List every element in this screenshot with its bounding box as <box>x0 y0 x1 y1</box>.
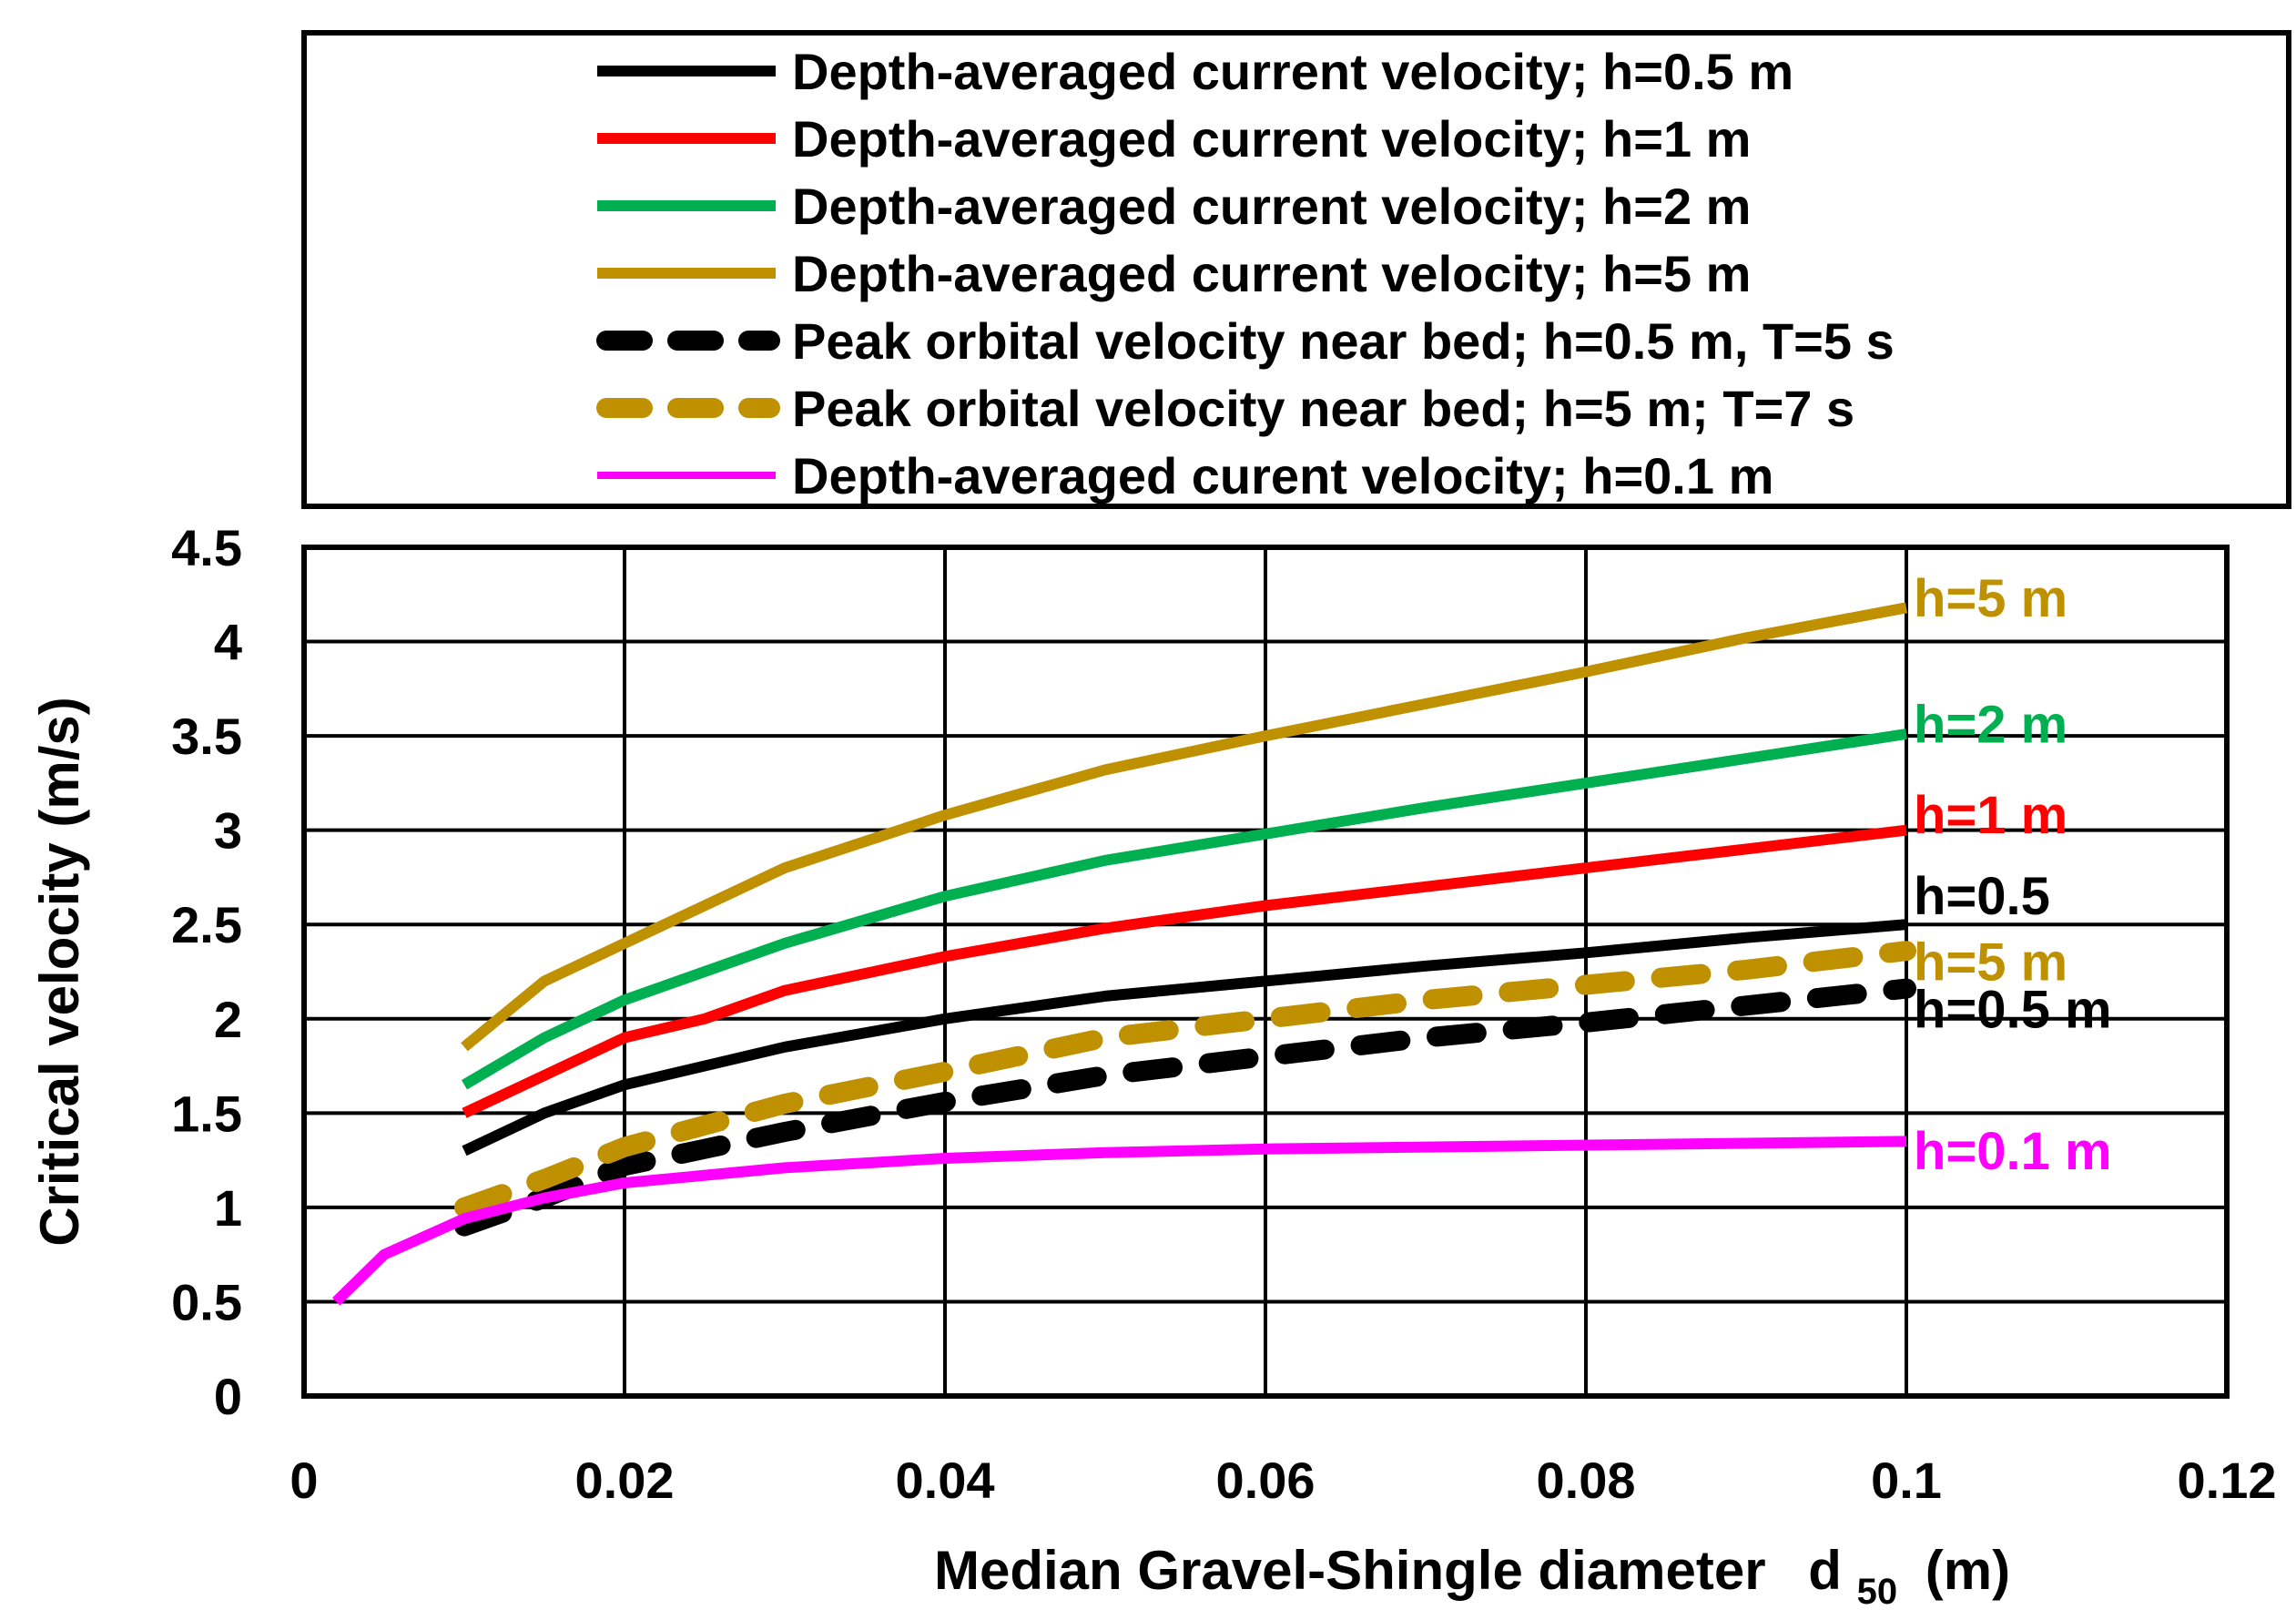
data-series <box>332 602 1916 1306</box>
end-label-4: h=5 m <box>1914 569 2067 628</box>
y-tick-label: 3.5 <box>171 708 242 765</box>
x-axis-title-unit: (m) <box>1925 1540 2010 1601</box>
y-tick-label: 2 <box>214 991 242 1048</box>
y-tick-label: 0.5 <box>171 1273 242 1330</box>
x-tick-label: 0.08 <box>1537 1452 1636 1509</box>
series-line-5 <box>454 978 1916 1237</box>
legend-label-6: Peak orbital velocity near bed; h=5 m; T… <box>792 380 1854 437</box>
series-line-3 <box>461 728 1907 1090</box>
x-tick-label: 0.1 <box>1871 1452 1942 1509</box>
x-axis-title-main: Median Gravel-Shingle diameter <box>934 1540 1766 1601</box>
legend-label-3: Depth-averaged current velocity; h=2 m <box>792 178 1751 235</box>
legend-label-7: Depth-averaged curent velocity; h=0.1 m <box>792 447 1773 504</box>
series-line-4 <box>461 602 1908 1052</box>
y-tick-label: 2.5 <box>171 896 242 953</box>
x-tick-label: 0.06 <box>1216 1452 1316 1509</box>
legend: Depth-averaged current velocity; h=0.5 m… <box>596 43 1895 504</box>
y-axis-title: Critical velocity (m/s) <box>29 697 90 1247</box>
y-axis-ticks: 0 0.5 1 1.5 2 2.5 3 3.5 4 4.5 <box>171 519 242 1425</box>
y-tick-label: 4 <box>214 614 242 671</box>
x-axis-title-subscript: 50 <box>1857 1572 1898 1612</box>
x-tick-label: 0.12 <box>2178 1452 2277 1509</box>
end-label-6: h=5 m <box>1914 933 2067 993</box>
series-end-labels: h=0.5h=1 mh=2 mh=5 mh=0.5 mh=5 mh=0.1 m <box>1914 569 2112 1181</box>
end-label-2: h=1 m <box>1914 786 2067 845</box>
legend-label-4: Depth-averaged current velocity; h=5 m <box>792 245 1751 302</box>
legend-label-1: Depth-averaged current velocity; h=0.5 m <box>792 43 1793 100</box>
x-tick-label: 0 <box>290 1452 318 1509</box>
x-axis-title: Median Gravel-Shingle diameter d 50 (m) <box>934 1540 2010 1615</box>
end-label-3: h=2 m <box>1914 696 2067 755</box>
end-label-1: h=0.5 <box>1914 867 2050 926</box>
y-tick-label: 1.5 <box>171 1085 242 1142</box>
legend-label-5: Peak orbital velocity near bed; h=0.5 m,… <box>792 312 1895 370</box>
x-axis-title-symbol: d <box>1808 1540 1842 1601</box>
y-tick-label: 3 <box>214 802 242 860</box>
y-tick-label: 4.5 <box>171 519 242 576</box>
x-tick-label: 0.04 <box>896 1452 995 1509</box>
x-tick-label: 0.02 <box>575 1452 675 1509</box>
y-tick-label: 0 <box>214 1368 242 1425</box>
series-line-2 <box>462 824 1907 1118</box>
x-axis-ticks: 0 0.02 0.04 0.06 0.08 0.1 0.12 <box>290 1452 2276 1509</box>
series-line-7 <box>332 1136 1907 1306</box>
y-tick-label: 1 <box>214 1179 242 1237</box>
plot-area-frame <box>301 545 2230 1399</box>
end-label-5: h=0.5 m <box>1914 980 2112 1039</box>
series-line-1 <box>462 919 1907 1156</box>
legend-label-2: Depth-averaged current velocity; h=1 m <box>792 110 1751 168</box>
end-label-7: h=0.1 m <box>1914 1122 2112 1181</box>
